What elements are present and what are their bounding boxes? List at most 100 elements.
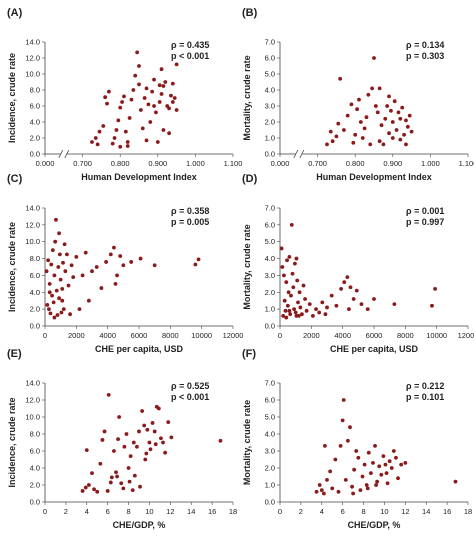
data-point: [148, 120, 153, 124]
data-point: [110, 141, 115, 146]
x-tick-label: 4000: [334, 331, 351, 340]
data-point: [140, 409, 145, 413]
data-point: [300, 312, 304, 317]
x-tick-label: 0: [43, 331, 47, 340]
data-point: [453, 479, 458, 484]
data-point: [314, 307, 318, 312]
panel-label: (C): [7, 173, 23, 185]
data-point: [130, 488, 135, 492]
x-tick-label: 0.000: [36, 159, 55, 168]
data-point: [383, 116, 388, 121]
data-point: [172, 96, 177, 100]
data-point: [292, 307, 296, 312]
data-point: [396, 476, 400, 481]
data-point: [368, 142, 373, 147]
data-point: [348, 285, 353, 290]
data-point: [144, 86, 149, 91]
y-tick-label: 10.0: [25, 413, 40, 422]
data-point: [129, 260, 134, 264]
data-point: [122, 444, 127, 449]
x-axis-title: CHE per capita, USD: [95, 344, 184, 354]
y-axis-title: Incidence, crude rate: [7, 53, 17, 143]
data-point: [49, 262, 54, 267]
data-point: [350, 484, 354, 489]
data-point: [170, 100, 175, 104]
y-tick-label: 4.0: [265, 430, 275, 439]
y-tick-label: 6.0: [265, 396, 275, 405]
data-point: [311, 313, 315, 318]
data-point: [123, 129, 128, 134]
data-point: [289, 222, 294, 227]
stat-annotation: p < 0.001: [171, 392, 209, 402]
data-point: [46, 258, 51, 263]
data-point: [101, 124, 106, 128]
data-point: [365, 486, 370, 491]
data-point: [109, 475, 114, 480]
data-point: [102, 429, 107, 434]
data-point: [340, 418, 345, 423]
data-point: [112, 449, 116, 453]
x-tick-label: 4: [320, 507, 324, 516]
x-tick-label: 8000: [397, 331, 414, 340]
data-point: [105, 489, 110, 493]
data-point: [296, 300, 300, 305]
data-point: [303, 297, 307, 301]
x-axis-title: Human Development Index: [316, 172, 432, 182]
data-point: [365, 307, 370, 312]
data-point: [112, 245, 116, 250]
data-point: [402, 132, 406, 137]
data-point: [137, 64, 141, 68]
x-tick-label: 18: [464, 507, 472, 516]
data-point: [387, 94, 391, 99]
data-point: [131, 88, 136, 92]
data-point: [167, 106, 171, 111]
data-point: [330, 139, 335, 144]
data-point: [282, 298, 287, 303]
data-point: [47, 281, 52, 286]
x-axis-title: CHE/GDP, %: [348, 520, 401, 530]
x-tick-label: 0.000: [271, 159, 290, 168]
data-point: [57, 231, 61, 236]
data-point: [362, 462, 367, 467]
data-point: [307, 302, 312, 306]
data-point: [287, 254, 292, 259]
data-point: [285, 258, 289, 263]
data-point: [290, 271, 295, 276]
x-tick-label: 1.100: [459, 159, 474, 168]
panel-label: (E): [7, 348, 22, 360]
y-tick-label: 8.0: [30, 86, 40, 95]
data-point: [138, 108, 143, 112]
panel-label: (D): [242, 173, 258, 185]
panel-f: (F) 0.0 1.0 2.0 3.0 4.0 5.0 6.0 7.0 0 2 4 6 8 10 12 14 16…: [242, 348, 472, 530]
data-point: [135, 50, 140, 55]
data-point: [169, 93, 173, 98]
data-point: [404, 142, 408, 147]
data-point: [333, 457, 338, 462]
y-tick-label: 6.0: [30, 447, 40, 456]
data-point: [338, 444, 343, 448]
stat-annotation: p = 0.101: [406, 392, 444, 402]
y-tick-label: 0.0: [265, 150, 275, 159]
data-point: [125, 140, 130, 144]
y-tick-label: 2.0: [265, 118, 275, 127]
x-tick-label: 12: [401, 507, 409, 516]
data-point: [124, 432, 129, 436]
data-point: [280, 265, 285, 269]
data-point: [77, 307, 82, 312]
y-tick-label: 2.0: [30, 481, 40, 490]
data-point: [127, 116, 132, 120]
x-tick-label: 0.700: [308, 159, 327, 168]
y-tick-label: 1.0: [265, 481, 275, 490]
data-point: [373, 444, 377, 448]
y-tick-label: 5.0: [265, 70, 275, 79]
y-tick-label: 4.0: [265, 254, 275, 263]
data-point: [54, 288, 59, 293]
data-point: [132, 473, 137, 478]
data-point: [97, 129, 102, 134]
x-tick-label: 4: [85, 507, 89, 516]
data-point: [61, 260, 65, 265]
y-axis-title: Mortality, crude rate: [242, 400, 252, 485]
data-point: [115, 273, 119, 278]
x-tick-label: 12000: [458, 331, 474, 340]
x-tick-label: 14: [422, 507, 430, 516]
